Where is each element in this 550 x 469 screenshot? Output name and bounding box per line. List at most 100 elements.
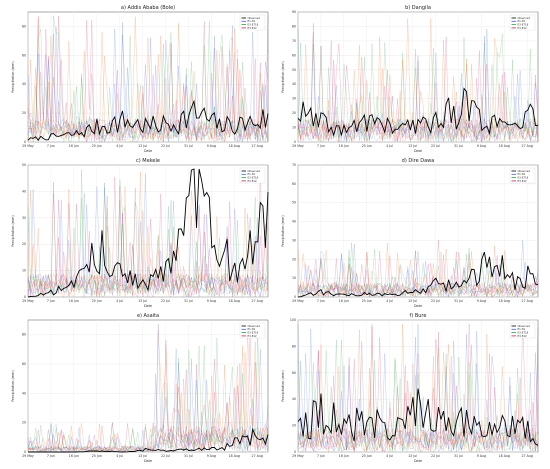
y-tick-label: 20 (292, 424, 296, 428)
x-tick-label: 13 Jul (138, 144, 147, 148)
ensemble-member-line (297, 18, 539, 143)
panel-title: e) Asaita (137, 313, 159, 319)
ensemble-member-line (27, 337, 269, 453)
x-tick-label: 4 Jul (116, 299, 123, 303)
y-tick-label: 50 (292, 201, 296, 205)
x-tick-label: 9 Aug (207, 454, 216, 458)
x-tick-label: 7 Jun (47, 299, 55, 303)
x-tick-label: 13 Jul (408, 144, 417, 148)
x-tick-label: 25 Jun (362, 144, 372, 148)
y-tick-label: 20 (22, 111, 26, 115)
y-tick-label: 50 (22, 163, 26, 167)
x-tick-label: 16 Jun (69, 454, 79, 458)
ensemble-member-line (27, 352, 269, 453)
legend-label: E3-E718 (248, 331, 259, 335)
x-tick-label: 18 Aug (499, 454, 510, 458)
ensemble-member-line (297, 339, 539, 453)
y-tick-label: 70 (292, 39, 296, 43)
panel-1: 0 20 40 60 80 29 May 7 Jun 16 Jun 25 Jun 4 Jul 13 … (11, 5, 269, 153)
panel-2: 0 10 20 30 40 50 60 70 80 90 29 May 7 Jun 16 Jun 25 J… (281, 5, 539, 153)
ensemble-member-line (27, 169, 269, 297)
ensemble-member-line (27, 22, 269, 143)
ensemble-member-line (297, 35, 539, 143)
x-tick-label: 22 Jul (431, 454, 440, 458)
legend-label: Observed (518, 16, 531, 20)
x-tick-label: 7 Jun (317, 144, 325, 148)
ensemble-member-line (297, 323, 539, 453)
x-tick-label: 13 Jul (408, 454, 417, 458)
ensemble-member-line (27, 171, 269, 298)
legend-label: E3-E12 (518, 334, 528, 338)
ensemble-member-line (297, 323, 539, 452)
legend-label: Observed (248, 16, 261, 20)
ensemble-member-line (27, 344, 269, 453)
plot-area (27, 164, 269, 298)
panel-title: b) Dangila (405, 5, 431, 11)
legend-label: E1-SS (518, 327, 526, 331)
x-tick-label: 7 Jun (317, 299, 325, 303)
y-tick-label: 0 (24, 450, 26, 454)
legend-box (509, 14, 536, 31)
legend-label: E3-E718 (518, 23, 529, 27)
ensemble-member-line (297, 243, 539, 298)
ensemble-member-line (297, 331, 539, 452)
panel-4: 0 10 20 30 40 50 60 70 29 May 7 Jun 16 Jun 25 Jun 4 … (281, 158, 539, 308)
x-tick-label: 31 Jul (184, 299, 193, 303)
x-tick-label: 22 Jul (161, 144, 170, 148)
ensemble-member-line (297, 344, 539, 452)
panel-title: d) Dire Dawa (402, 158, 435, 164)
y-tick-label: 60 (292, 53, 296, 57)
observed-series-line (28, 427, 269, 453)
x-tick-label: 7 Jun (47, 144, 55, 148)
legend-label: E3-E12 (248, 179, 258, 183)
ensemble-member-line (27, 15, 269, 142)
y-tick-label: 40 (292, 220, 296, 224)
y-tick-label: 90 (292, 10, 296, 14)
y-tick-label: 100 (290, 318, 296, 322)
ensemble-member-line (27, 29, 269, 143)
y-tick-label: 20 (22, 421, 26, 425)
legend-box (239, 322, 266, 339)
x-tick-label: 25 Jun (362, 454, 372, 458)
y-tick-label: 20 (22, 242, 26, 246)
x-tick-label: 29 May (22, 454, 34, 458)
x-tick-label: 31 Jul (454, 454, 463, 458)
x-tick-label: 16 Jun (339, 144, 349, 148)
y-axis-label: Precipitation (mm) (11, 370, 15, 402)
legend-label: Observed (248, 169, 261, 173)
x-tick-label: 7 Jun (47, 454, 55, 458)
x-axis-label: Date (414, 304, 422, 308)
legend-label: Observed (518, 324, 531, 328)
legend-label: E3-E12 (248, 334, 258, 338)
y-tick-label: 70 (292, 163, 296, 167)
panel-title: a) Addis Ababa (Bole) (121, 5, 175, 11)
ensemble-member-line (297, 242, 539, 298)
panel-6: 0 20 40 60 80 100 29 May 7 Jun 16 Jun 25 Jun 4 Jul… (281, 313, 539, 463)
ensemble-member-line (27, 331, 269, 452)
y-tick-label: 0 (294, 140, 296, 144)
x-tick-label: 18 Aug (229, 299, 240, 303)
y-tick-label: 50 (292, 68, 296, 72)
legend-box (239, 167, 266, 184)
legend-label: E3-E718 (518, 176, 529, 180)
y-tick-label: 20 (292, 257, 296, 261)
x-tick-label: 22 Jul (161, 454, 170, 458)
ensemble-member-line (297, 37, 539, 143)
x-tick-label: 22 Jul (431, 144, 440, 148)
ensemble-member-line (297, 73, 539, 142)
x-tick-label: 16 Jun (339, 299, 349, 303)
observed-series-line (27, 99, 269, 142)
y-tick-label: 40 (292, 397, 296, 401)
ensemble-member-line (27, 323, 269, 453)
x-tick-label: 16 Jun (69, 299, 79, 303)
x-tick-label: 27 Aug (252, 299, 263, 303)
y-tick-label: 60 (22, 53, 26, 57)
x-tick-label: 31 Jul (454, 144, 463, 148)
y-axis-label: Precipitation (mm) (281, 61, 285, 93)
x-tick-label: 29 May (292, 299, 304, 303)
x-tick-label: 16 Jun (69, 144, 79, 148)
y-tick-label: 10 (292, 126, 296, 130)
y-tick-label: 80 (292, 24, 296, 28)
x-tick-label: 18 Aug (499, 144, 510, 148)
ensemble-member-line (297, 328, 539, 453)
